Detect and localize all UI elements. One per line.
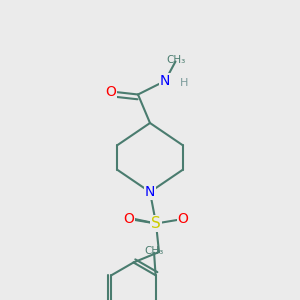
- Text: O: O: [106, 85, 116, 98]
- Text: S: S: [151, 216, 161, 231]
- Text: O: O: [124, 212, 134, 226]
- Text: CH₃: CH₃: [166, 55, 185, 65]
- Text: CH₃: CH₃: [145, 246, 164, 256]
- Text: O: O: [178, 212, 188, 226]
- Text: N: N: [145, 185, 155, 199]
- Text: N: N: [160, 74, 170, 88]
- Text: H: H: [180, 77, 189, 88]
